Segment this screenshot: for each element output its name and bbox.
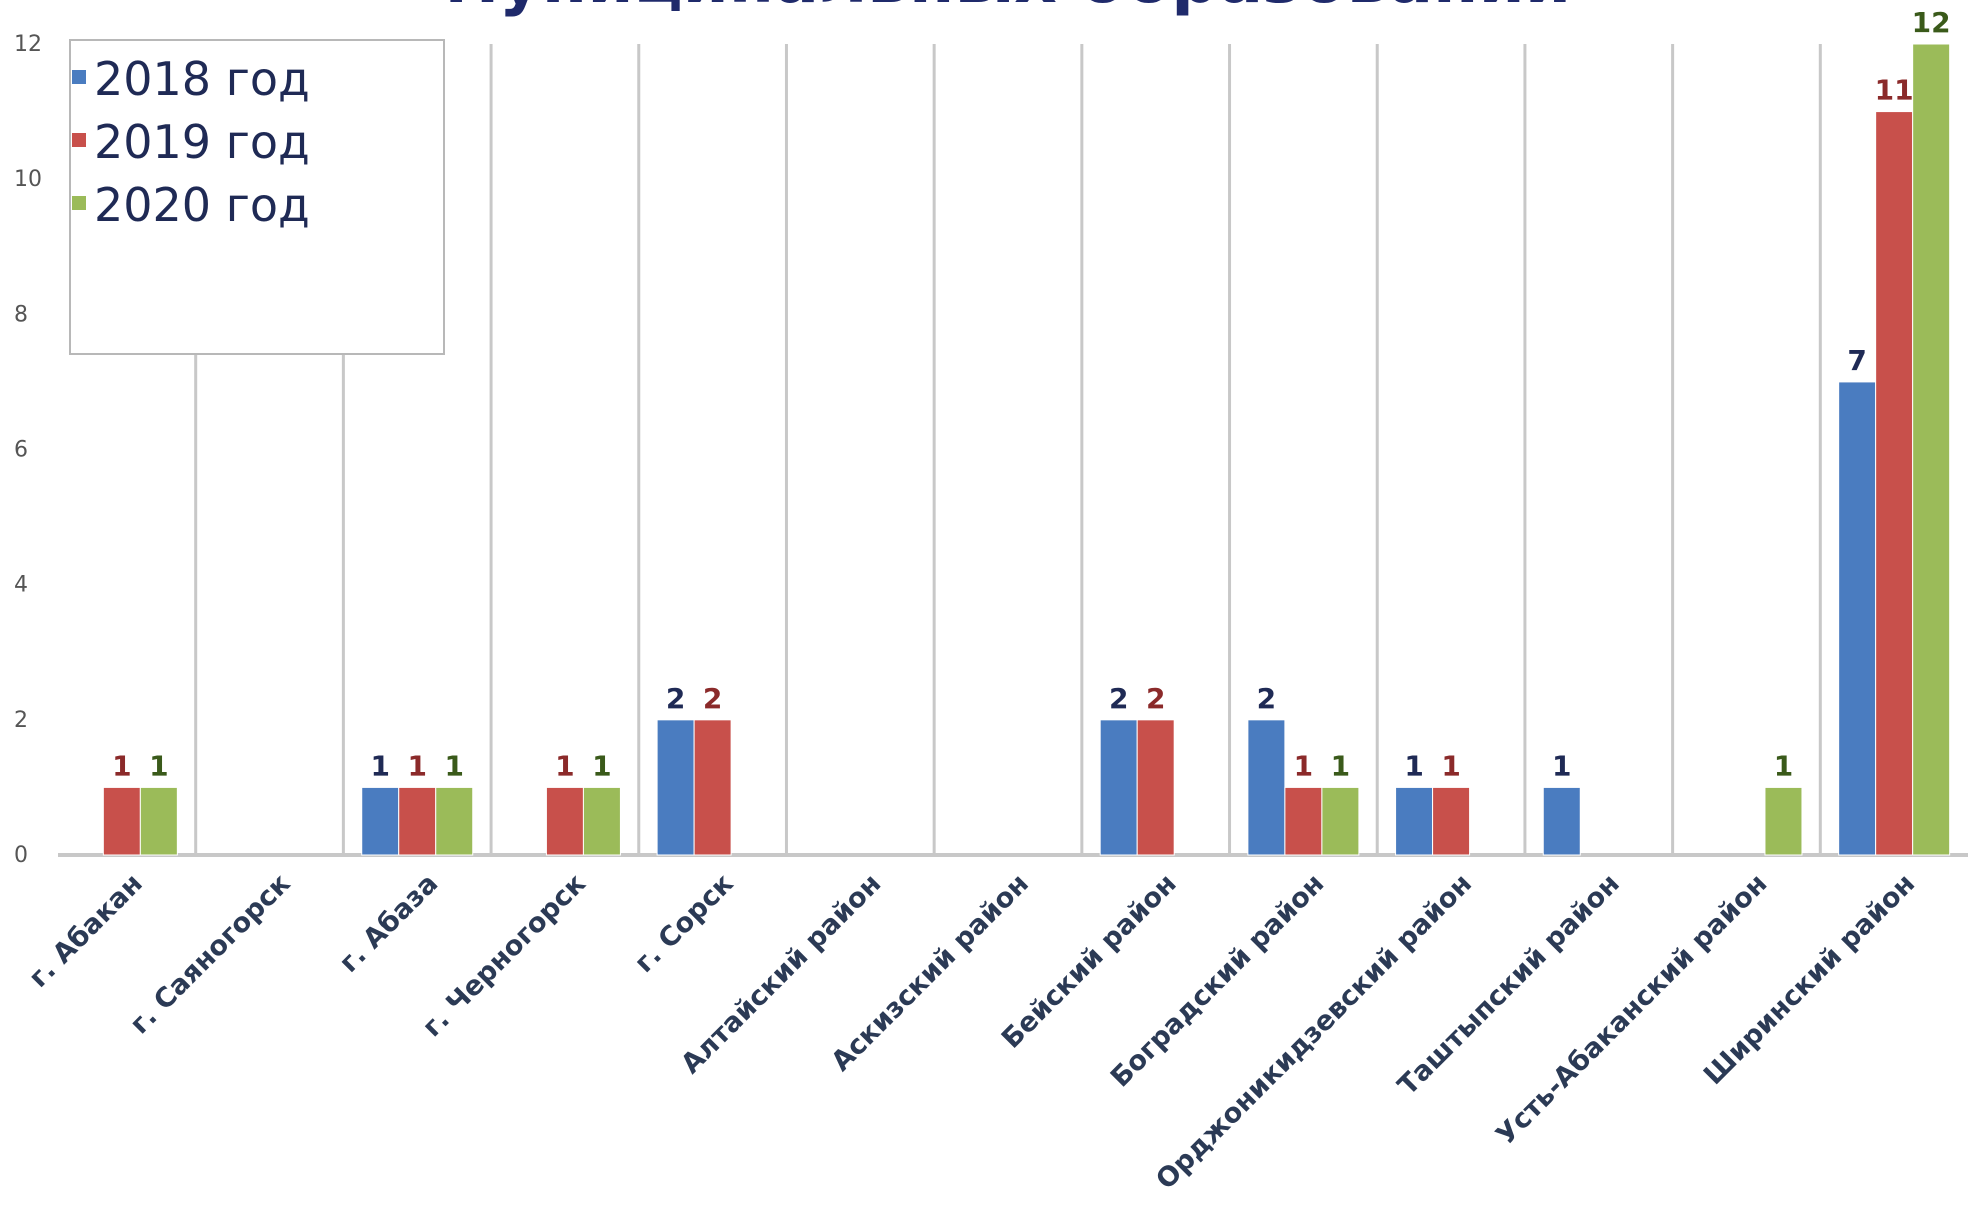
data-label: 1 xyxy=(1294,749,1313,782)
bar xyxy=(1764,786,1803,856)
bar xyxy=(656,719,695,856)
data-label: 2 xyxy=(1109,682,1128,715)
y-tick-label: 10 xyxy=(14,167,42,192)
bar xyxy=(693,719,732,856)
bar xyxy=(1284,786,1323,856)
y-tick-label: 12 xyxy=(14,32,42,57)
chart-title: муниципальных образований xyxy=(445,0,1571,18)
bar xyxy=(361,786,400,856)
data-label: 1 xyxy=(1331,749,1350,782)
data-label: 1 xyxy=(112,749,131,782)
bar xyxy=(1542,786,1581,856)
data-label: 2 xyxy=(666,682,685,715)
legend-label: 2020 год xyxy=(94,178,310,232)
y-tick-label: 2 xyxy=(14,708,28,733)
legend-box xyxy=(69,39,445,355)
bar xyxy=(1432,786,1471,856)
y-tick-label: 8 xyxy=(14,302,28,327)
y-tick-label: 6 xyxy=(14,438,28,463)
bar xyxy=(1247,719,1286,856)
data-label: 2 xyxy=(1146,682,1165,715)
bar xyxy=(139,786,178,856)
bar xyxy=(1912,43,1951,856)
legend: 2018 год 2019 год 2020 год xyxy=(69,39,445,355)
bar xyxy=(435,786,474,856)
x-tick-label: Усть-Абаканский район xyxy=(1490,868,1773,1151)
data-label: 1 xyxy=(370,749,389,782)
data-label: 1 xyxy=(592,749,611,782)
x-tick-label: г. Сорск xyxy=(629,868,740,979)
x-tick-label: г. Абаза xyxy=(333,868,444,979)
legend-swatch xyxy=(72,196,86,210)
bar xyxy=(1395,786,1434,856)
data-label: 7 xyxy=(1847,344,1866,377)
y-tick-label: 0 xyxy=(14,843,28,868)
data-label: 1 xyxy=(1404,749,1423,782)
data-label: 1 xyxy=(1774,749,1793,782)
data-label: 1 xyxy=(1441,749,1460,782)
legend-label: 2018 год xyxy=(94,52,310,106)
bar xyxy=(545,786,584,856)
bar xyxy=(398,786,437,856)
legend-swatch xyxy=(72,133,86,147)
x-tick-label: г. Абакан xyxy=(23,868,149,994)
data-label: 1 xyxy=(444,749,463,782)
data-label: 2 xyxy=(703,682,722,715)
data-label: 12 xyxy=(1912,6,1951,39)
data-label: 11 xyxy=(1875,74,1914,107)
bars xyxy=(102,43,1951,856)
x-tick-label: Орджоникидзевский район xyxy=(1150,868,1478,1196)
bar xyxy=(1838,381,1877,856)
data-label: 1 xyxy=(407,749,426,782)
data-label: 1 xyxy=(149,749,168,782)
bar xyxy=(1099,719,1138,856)
x-tick-label: г. Черногорск xyxy=(417,868,592,1043)
bar xyxy=(102,786,141,856)
bar xyxy=(1875,111,1914,856)
legend-swatch xyxy=(72,70,86,84)
bar xyxy=(1136,719,1175,856)
legend-label: 2019 год xyxy=(94,115,310,169)
data-label: 2 xyxy=(1257,682,1276,715)
data-label: 1 xyxy=(555,749,574,782)
bar xyxy=(582,786,621,856)
x-tick-label: г. Саяногорск xyxy=(124,868,296,1040)
bar xyxy=(1321,786,1360,856)
data-label: 1 xyxy=(1552,749,1571,782)
y-tick-label: 4 xyxy=(14,573,28,598)
